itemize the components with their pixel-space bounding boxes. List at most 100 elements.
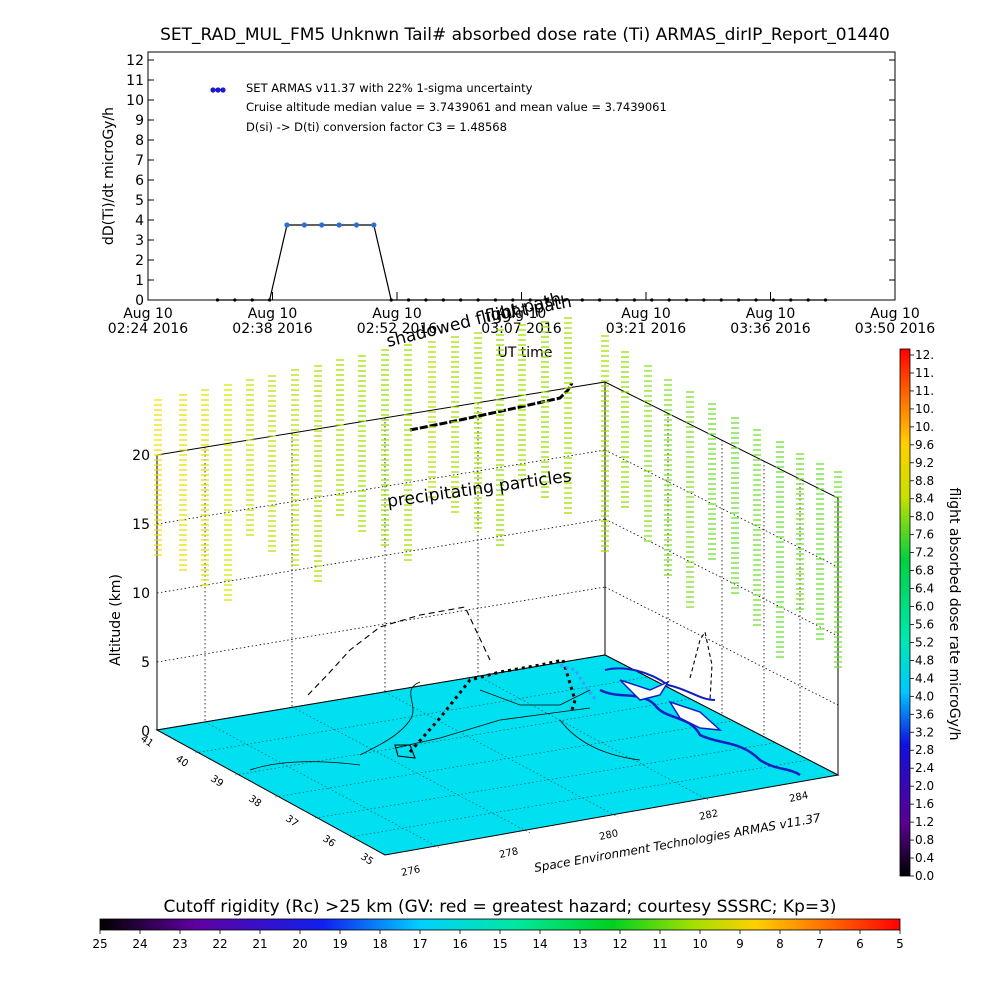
rigidity-colorbar-tick-label: 7: [816, 937, 824, 951]
dose-colorbar: [899, 348, 911, 877]
dose-colorbar-label: flight absorbed dose rate microGy/h: [946, 488, 962, 741]
data-point: [493, 298, 498, 302]
top-y-tick-label: 2: [135, 253, 144, 269]
rigidity-colorbar-tick-label: 19: [332, 937, 347, 951]
svg-text:40: 40: [173, 753, 190, 769]
precipitating-particles: [154, 317, 842, 668]
rigidity-colorbar-tick-label: 14: [532, 937, 547, 951]
bay-water: [619, 679, 670, 701]
top-y-tick-label: 5: [135, 193, 144, 209]
rigidity-colorbar-label: Cutoff rigidity (Rc) >25 km (GV: red = g…: [163, 897, 836, 917]
svg-text:38: 38: [246, 793, 263, 809]
data-point: [250, 298, 254, 302]
z-tick-0: 0: [141, 724, 150, 740]
rigidity-colorbar-tick-label: 15: [492, 937, 507, 951]
top-x-tick-date: Aug 10: [870, 306, 920, 322]
ground-map: [155, 654, 840, 856]
data-point: [476, 298, 480, 302]
top-x-tick-date: Aug 10: [497, 306, 547, 322]
dose-colorbar-tick-label: 7.2: [915, 546, 934, 560]
data-point: [424, 298, 428, 302]
dose-colorbar-tick-label: 0.4: [915, 851, 934, 865]
top-x-tick-date: Aug 10: [123, 306, 173, 322]
data-point: [771, 298, 775, 302]
rigidity-colorbar-tick-label: 23: [172, 937, 187, 951]
z-tick-15: 15: [132, 517, 150, 533]
dose-colorbar-tick-label: 8.0: [915, 510, 934, 524]
rigidity-colorbar-tick-label: 5: [896, 937, 904, 951]
legend-line-1: SET ARMAS v11.37 with 22% 1-sigma uncert…: [246, 81, 533, 95]
legend-line-3: D(si) -> D(ti) conversion factor C3 = 1.…: [246, 120, 507, 134]
top-x-tick-date: Aug 10: [372, 306, 422, 322]
rigidity-colorbar-tick-label: 13: [572, 937, 587, 951]
dose-colorbar-tick-label: 1.2: [915, 815, 934, 829]
data-point: [719, 298, 723, 302]
rigidity-colorbar-tick-label: 24: [132, 937, 147, 951]
top-y-tick-label: 3: [135, 233, 144, 249]
rigidity-colorbar-tick-label: 8: [776, 937, 784, 951]
dose-colorbar-tick-label: 10.: [915, 420, 934, 434]
rigidity-colorbar-tick-label: 22: [212, 937, 227, 951]
rigidity-colorbar-tick-label: 17: [412, 937, 427, 951]
data-point: [563, 298, 567, 302]
data-point: [615, 298, 619, 302]
shadow-path-dose-colored: [559, 663, 598, 701]
data-point: [389, 298, 393, 302]
svg-text:284: 284: [788, 790, 809, 805]
dose-colorbar-tick-label: 8.8: [915, 474, 934, 488]
top-y-tick-label: 8: [135, 133, 144, 149]
dose-colorbar-tick-label: 8.4: [915, 492, 934, 506]
rigidity-colorbar-tick-label: 16: [452, 937, 467, 951]
series-line: [217, 224, 826, 301]
top-y-tick-label: 1: [135, 273, 144, 289]
bay-outline: [604, 667, 716, 701]
dose-colorbar-tick-label: 2.4: [915, 761, 934, 775]
rigidity-colorbar-tick-label: 6: [856, 937, 864, 951]
dose-colorbar-tick-label: 11.: [915, 366, 934, 380]
data-point: [353, 222, 360, 228]
data-point: [511, 298, 515, 302]
dose-colorbar-tick-label: 4.8: [915, 653, 934, 667]
top-x-tick-time: 03:07 2016: [481, 321, 562, 337]
legend-marker: [215, 87, 221, 93]
data-point: [268, 298, 272, 302]
data-point: [336, 222, 342, 228]
svg-text:37: 37: [283, 813, 300, 829]
dose-colorbar-tick-label: 6.4: [915, 582, 934, 596]
dose-colorbar-tick-label: 7.6: [915, 528, 934, 542]
svg-text:282: 282: [698, 808, 719, 823]
svg-text:276: 276: [400, 864, 421, 879]
data-point: [667, 298, 671, 302]
data-point: [441, 298, 445, 302]
dose-colorbar-tick-label: 12.: [915, 348, 934, 362]
data-point: [406, 298, 411, 302]
top-y-tick-label: 4: [135, 213, 144, 229]
dose-colorbar-tick-label: 5.2: [915, 635, 934, 649]
top-y-tick-label: 0: [135, 293, 144, 309]
dose-colorbar-tick-label: 6.8: [915, 564, 934, 578]
top-y-tick-label: 9: [135, 113, 144, 129]
top-x-tick-time: 03:21 2016: [606, 321, 687, 337]
top-x-tick-time: 02:24 2016: [108, 321, 189, 337]
map-gridlines: [194, 675, 809, 849]
dose-colorbar-tick-label: 4.0: [915, 689, 934, 703]
dose-colorbar-tick-label: 0.8: [915, 833, 934, 847]
z-tick-10: 10: [132, 586, 150, 602]
series-points: [215, 222, 828, 302]
longitude-axis: 276 278 280 282 284: [400, 790, 809, 879]
data-point: [737, 298, 741, 302]
dose-colorbar-tick-label: 11.: [915, 384, 934, 398]
dose-colorbar-tick-label: 10.: [915, 402, 934, 416]
dose-colorbar-tick-label: 9.6: [915, 438, 934, 452]
state-borders: [249, 681, 641, 771]
top-x-tick-date: Aug 10: [248, 306, 298, 322]
top-y-tick-label: 7: [135, 153, 144, 169]
dose-colorbar-tick-label: 0.0: [915, 869, 934, 883]
rigidity-colorbar-tick-label: 25: [92, 937, 107, 951]
svg-text:280: 280: [598, 828, 619, 843]
top-y-tick-label: 6: [135, 173, 144, 189]
legend-marker: [220, 87, 226, 93]
